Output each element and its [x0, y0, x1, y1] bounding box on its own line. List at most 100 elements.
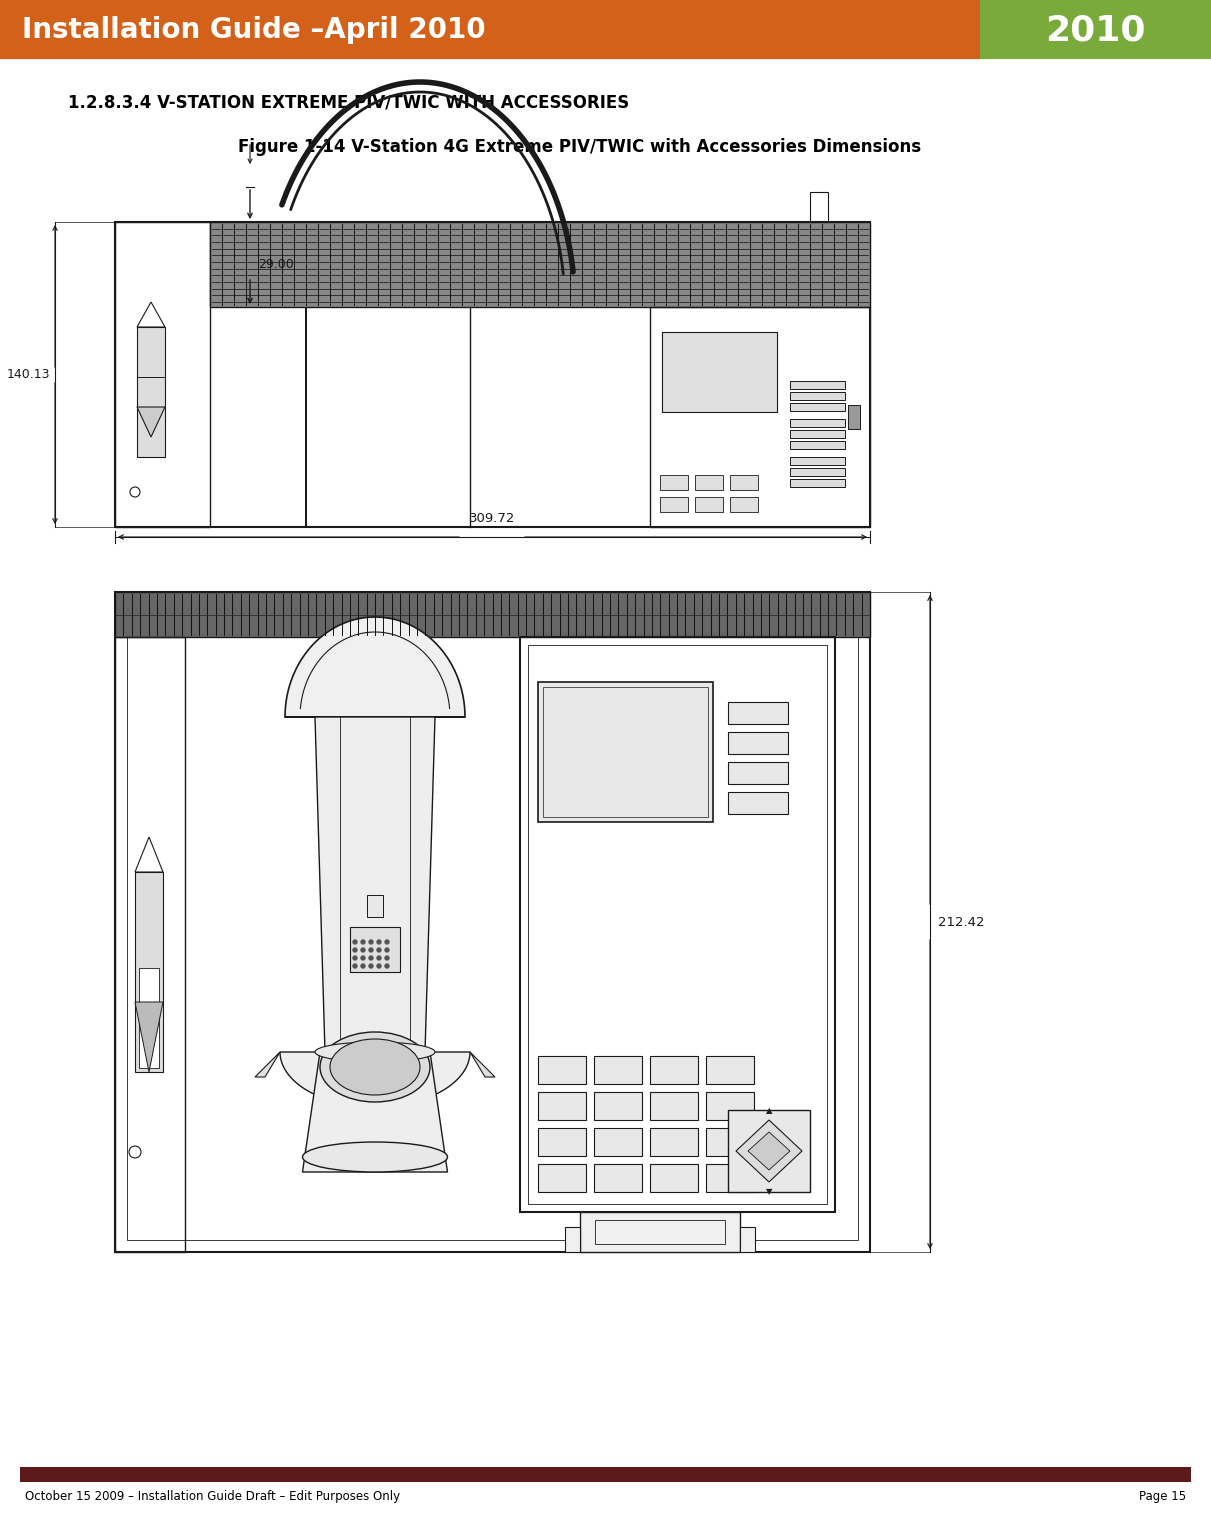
Text: Page 15: Page 15: [1138, 1490, 1186, 1503]
Polygon shape: [280, 1051, 470, 1107]
Bar: [790, 441, 845, 449]
Bar: [115, 592, 869, 637]
Text: 140.13: 140.13: [6, 369, 50, 381]
Bar: [790, 457, 845, 466]
Circle shape: [377, 941, 381, 944]
Circle shape: [352, 956, 357, 960]
Circle shape: [377, 963, 381, 968]
Bar: [790, 479, 845, 487]
Bar: [595, 1092, 642, 1120]
Circle shape: [361, 941, 365, 944]
Polygon shape: [736, 1120, 802, 1182]
Bar: [115, 637, 185, 1252]
Polygon shape: [134, 1003, 163, 1073]
Bar: [595, 1056, 642, 1085]
Bar: [21, 1467, 1190, 1470]
Bar: [210, 221, 869, 306]
Text: 1.2.8.3.4 V-STATION EXTREME PIV/TWIC WITH ACCESSORIES: 1.2.8.3.4 V-STATION EXTREME PIV/TWIC WIT…: [68, 93, 630, 111]
Polygon shape: [134, 837, 163, 872]
Bar: [730, 475, 758, 490]
Bar: [538, 1056, 586, 1085]
Bar: [728, 1110, 810, 1192]
Bar: [650, 1164, 698, 1192]
Bar: [790, 381, 845, 388]
Circle shape: [361, 963, 365, 968]
Bar: [662, 332, 777, 413]
Circle shape: [352, 948, 357, 953]
Bar: [139, 968, 159, 1068]
Circle shape: [369, 963, 373, 968]
Circle shape: [377, 948, 381, 953]
Bar: [210, 221, 869, 306]
Bar: [520, 637, 836, 1212]
Bar: [595, 1164, 642, 1192]
Bar: [115, 221, 210, 526]
Bar: [706, 1164, 754, 1192]
Bar: [740, 1227, 754, 1252]
Circle shape: [385, 941, 389, 944]
Polygon shape: [137, 302, 165, 328]
Ellipse shape: [320, 1032, 430, 1101]
Bar: [728, 792, 788, 815]
Polygon shape: [303, 1051, 448, 1173]
Bar: [115, 592, 869, 637]
Bar: [134, 872, 163, 1073]
Bar: [790, 391, 845, 400]
Text: ▲: ▲: [765, 1106, 773, 1115]
Bar: [538, 1164, 586, 1192]
Bar: [305, 306, 308, 526]
Bar: [595, 1129, 642, 1156]
Bar: [790, 404, 845, 411]
Bar: [980, 0, 1211, 61]
Bar: [350, 927, 400, 972]
Text: 212.42: 212.42: [939, 915, 985, 928]
Text: 29.00: 29.00: [258, 258, 294, 272]
Bar: [566, 1227, 580, 1252]
Bar: [728, 733, 788, 754]
Circle shape: [385, 956, 389, 960]
Polygon shape: [315, 718, 435, 1051]
Bar: [115, 592, 869, 1252]
Text: Figure 1-14 V-Station 4G Extreme PIV/TWIC with Accessories Dimensions: Figure 1-14 V-Station 4G Extreme PIV/TWI…: [239, 138, 922, 156]
Text: 2010: 2010: [1045, 14, 1146, 47]
Text: ▼: ▼: [765, 1186, 773, 1195]
Ellipse shape: [303, 1142, 448, 1173]
Bar: [115, 221, 869, 526]
Polygon shape: [285, 617, 465, 718]
Bar: [728, 762, 788, 784]
Bar: [650, 1129, 698, 1156]
Polygon shape: [137, 407, 165, 437]
Circle shape: [377, 956, 381, 960]
Circle shape: [369, 941, 373, 944]
Bar: [730, 498, 758, 513]
Bar: [810, 193, 828, 221]
Polygon shape: [256, 1051, 280, 1077]
Circle shape: [361, 948, 365, 953]
Bar: [695, 475, 723, 490]
Circle shape: [369, 948, 373, 953]
Ellipse shape: [331, 1039, 420, 1095]
Bar: [660, 498, 688, 513]
Text: Installation Guide –April 2010: Installation Guide –April 2010: [22, 17, 486, 44]
Bar: [538, 683, 713, 822]
Bar: [706, 1129, 754, 1156]
Bar: [790, 429, 845, 438]
Bar: [650, 306, 869, 526]
Bar: [21, 1470, 1190, 1482]
Circle shape: [361, 956, 365, 960]
Circle shape: [385, 963, 389, 968]
Bar: [790, 469, 845, 476]
Bar: [543, 687, 708, 818]
Bar: [137, 328, 165, 457]
Bar: [728, 702, 788, 724]
Bar: [0, 0, 980, 61]
Polygon shape: [748, 1132, 790, 1170]
Bar: [528, 645, 827, 1204]
Ellipse shape: [315, 1042, 435, 1062]
Bar: [538, 1129, 586, 1156]
Text: October 15 2009 – Installation Guide Draft – Edit Purposes Only: October 15 2009 – Installation Guide Dra…: [25, 1490, 400, 1503]
Bar: [660, 475, 688, 490]
Circle shape: [352, 963, 357, 968]
Bar: [127, 637, 859, 1239]
Bar: [695, 498, 723, 513]
